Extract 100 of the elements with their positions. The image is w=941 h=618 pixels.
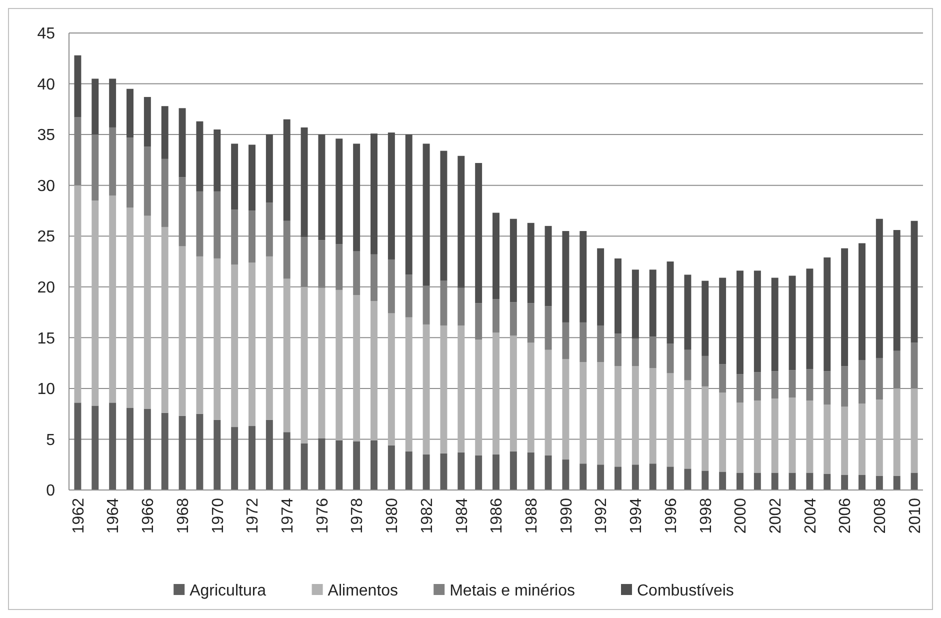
bar (632, 338, 639, 366)
bar (910, 388, 918, 473)
bar (300, 443, 308, 490)
x-tick-label: 1982 (418, 498, 436, 534)
bar (719, 392, 726, 472)
bar (771, 472, 778, 490)
bar (144, 408, 151, 490)
bar (458, 156, 465, 288)
bar (370, 134, 378, 254)
bar (876, 218, 883, 358)
bar (492, 212, 500, 300)
bar (74, 402, 82, 490)
bar (824, 257, 831, 372)
bar (492, 299, 500, 333)
x-tick-label: 1978 (349, 498, 366, 534)
bar (336, 440, 343, 490)
bar (405, 134, 412, 275)
bar (684, 468, 692, 490)
bar (876, 400, 883, 476)
bar (527, 222, 534, 304)
bar (632, 366, 639, 465)
bar (214, 258, 221, 420)
bar (893, 388, 900, 476)
bar (144, 216, 151, 409)
bar (388, 313, 395, 446)
bar (336, 290, 343, 440)
bar (196, 256, 204, 414)
x-tick-label: 1964 (105, 498, 122, 534)
bar (300, 286, 308, 444)
y-tick-label: 0 (46, 482, 56, 500)
bar (109, 402, 116, 490)
bar (858, 243, 866, 360)
bar (74, 185, 82, 403)
bar (422, 454, 430, 490)
x-tick-label: 2006 (837, 498, 854, 534)
bar (806, 472, 814, 490)
x-tick-label: 1992 (593, 498, 610, 534)
bar (92, 406, 99, 490)
bar (527, 452, 534, 490)
bar (283, 432, 290, 490)
y-tick-label: 40 (37, 76, 56, 94)
bar (580, 362, 587, 464)
y-tick-label: 45 (37, 26, 56, 43)
bar (405, 317, 412, 452)
bar (126, 208, 134, 408)
x-tick-label: 1996 (662, 498, 680, 534)
bar (806, 400, 814, 473)
bar (266, 420, 273, 490)
bar (353, 295, 360, 442)
bar (702, 356, 709, 386)
x-tick-label: 2010 (906, 498, 924, 534)
bar (736, 270, 744, 374)
legend-label: Agricultura (190, 582, 266, 600)
bar (666, 466, 674, 490)
bar (754, 270, 761, 372)
x-tick-label: 1968 (174, 498, 192, 534)
bar (684, 380, 692, 469)
bar (422, 324, 430, 454)
bar (841, 474, 848, 490)
x-tick-label: 2000 (732, 498, 750, 534)
bar (92, 200, 99, 406)
y-tick-label: 20 (37, 279, 56, 296)
bar (649, 270, 656, 337)
bar (544, 350, 552, 456)
bar (370, 301, 378, 440)
bar (178, 108, 186, 178)
bar (719, 472, 726, 490)
bar (806, 268, 814, 370)
bar (858, 474, 866, 490)
bar (126, 88, 134, 138)
y-tick-label: 15 (37, 330, 56, 348)
bar (248, 144, 256, 211)
bar (771, 398, 778, 473)
x-tick-label: 1990 (558, 498, 576, 534)
bar (196, 121, 204, 192)
bar (597, 362, 604, 465)
bar (649, 368, 656, 464)
bar (736, 472, 744, 490)
bar (231, 427, 238, 490)
bar (841, 248, 848, 366)
y-tick-label: 5 (46, 432, 56, 449)
bar (824, 404, 831, 474)
bar (632, 464, 639, 490)
bar (231, 264, 238, 428)
bar (858, 404, 866, 475)
bar (597, 248, 604, 326)
bar (92, 78, 99, 135)
bar (788, 472, 796, 490)
x-tick-label: 1994 (628, 498, 646, 534)
x-tick-label: 1976 (314, 498, 332, 534)
bar (910, 472, 918, 490)
bar (458, 452, 465, 490)
bar (510, 451, 517, 490)
x-tick-label: 1974 (279, 498, 296, 534)
legend-label: Combustíveis (637, 582, 734, 600)
bar (405, 451, 412, 490)
x-tick-label: 1998 (698, 498, 715, 534)
bar (353, 144, 360, 252)
x-tick-label: 1986 (488, 498, 506, 534)
bar (510, 218, 517, 302)
